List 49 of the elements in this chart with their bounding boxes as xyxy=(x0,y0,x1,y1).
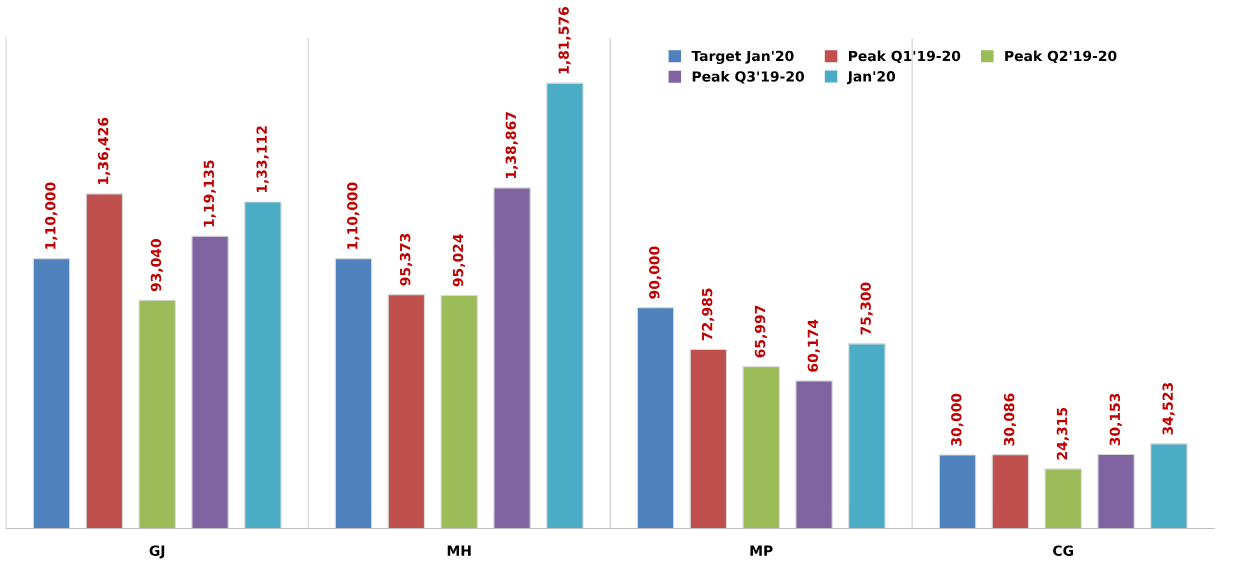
data-label: 1,81,576 xyxy=(558,7,571,74)
bar xyxy=(848,343,886,529)
x-tick-label: MP xyxy=(750,545,773,556)
data-label: 75,300 xyxy=(860,282,873,335)
data-label: 1,36,426 xyxy=(97,117,111,184)
data-label: 30,000 xyxy=(951,393,964,446)
x-tick-label: GJ xyxy=(149,545,165,559)
data-label: 65,997 xyxy=(754,305,768,358)
data-label: 95,373 xyxy=(399,233,413,286)
data-label: 93,040 xyxy=(150,239,163,292)
data-label: 1,10,000 xyxy=(347,182,360,249)
bar xyxy=(334,258,373,529)
data-label: 95,024 xyxy=(452,234,466,287)
data-label: 24,315 xyxy=(1056,407,1070,460)
data-label: 60,174 xyxy=(807,319,820,372)
bar xyxy=(244,201,282,529)
data-label: 90,000 xyxy=(649,246,662,299)
x-tick-label: MH xyxy=(447,545,471,556)
bar xyxy=(387,294,426,529)
bar xyxy=(32,258,71,529)
data-label: 34,523 xyxy=(1162,383,1175,435)
bar xyxy=(440,294,478,529)
bar xyxy=(1150,443,1188,529)
legend-label: Peak Q1'19-20 xyxy=(849,50,961,64)
data-label: 1,19,135 xyxy=(203,160,216,227)
bar xyxy=(85,193,124,529)
data-label: 1,38,867 xyxy=(505,112,518,179)
bar xyxy=(991,454,1030,529)
data-label: 30,153 xyxy=(1109,393,1122,446)
legend-label: Peak Q2'19-20 xyxy=(1005,50,1117,64)
data-label: 30,086 xyxy=(1003,393,1017,446)
bar xyxy=(191,235,229,529)
data-label: 1,33,112 xyxy=(256,126,269,193)
bar xyxy=(546,82,584,529)
legend-label: Target Jan'20 xyxy=(691,50,794,65)
legend-label: Peak Q3'19-20 xyxy=(692,70,805,84)
data-label: 1,10,000 xyxy=(45,182,58,249)
bar xyxy=(938,454,977,529)
bar xyxy=(742,366,780,529)
data-label: 72,985 xyxy=(701,288,715,341)
bar xyxy=(493,187,531,529)
bar xyxy=(795,380,833,529)
bar xyxy=(636,307,675,529)
bar xyxy=(689,348,728,529)
bar xyxy=(1097,454,1135,529)
bar xyxy=(138,299,176,529)
legend-label: Jan'20 xyxy=(846,71,896,85)
x-tick-label: CG xyxy=(1053,545,1073,556)
bar xyxy=(1044,468,1082,529)
